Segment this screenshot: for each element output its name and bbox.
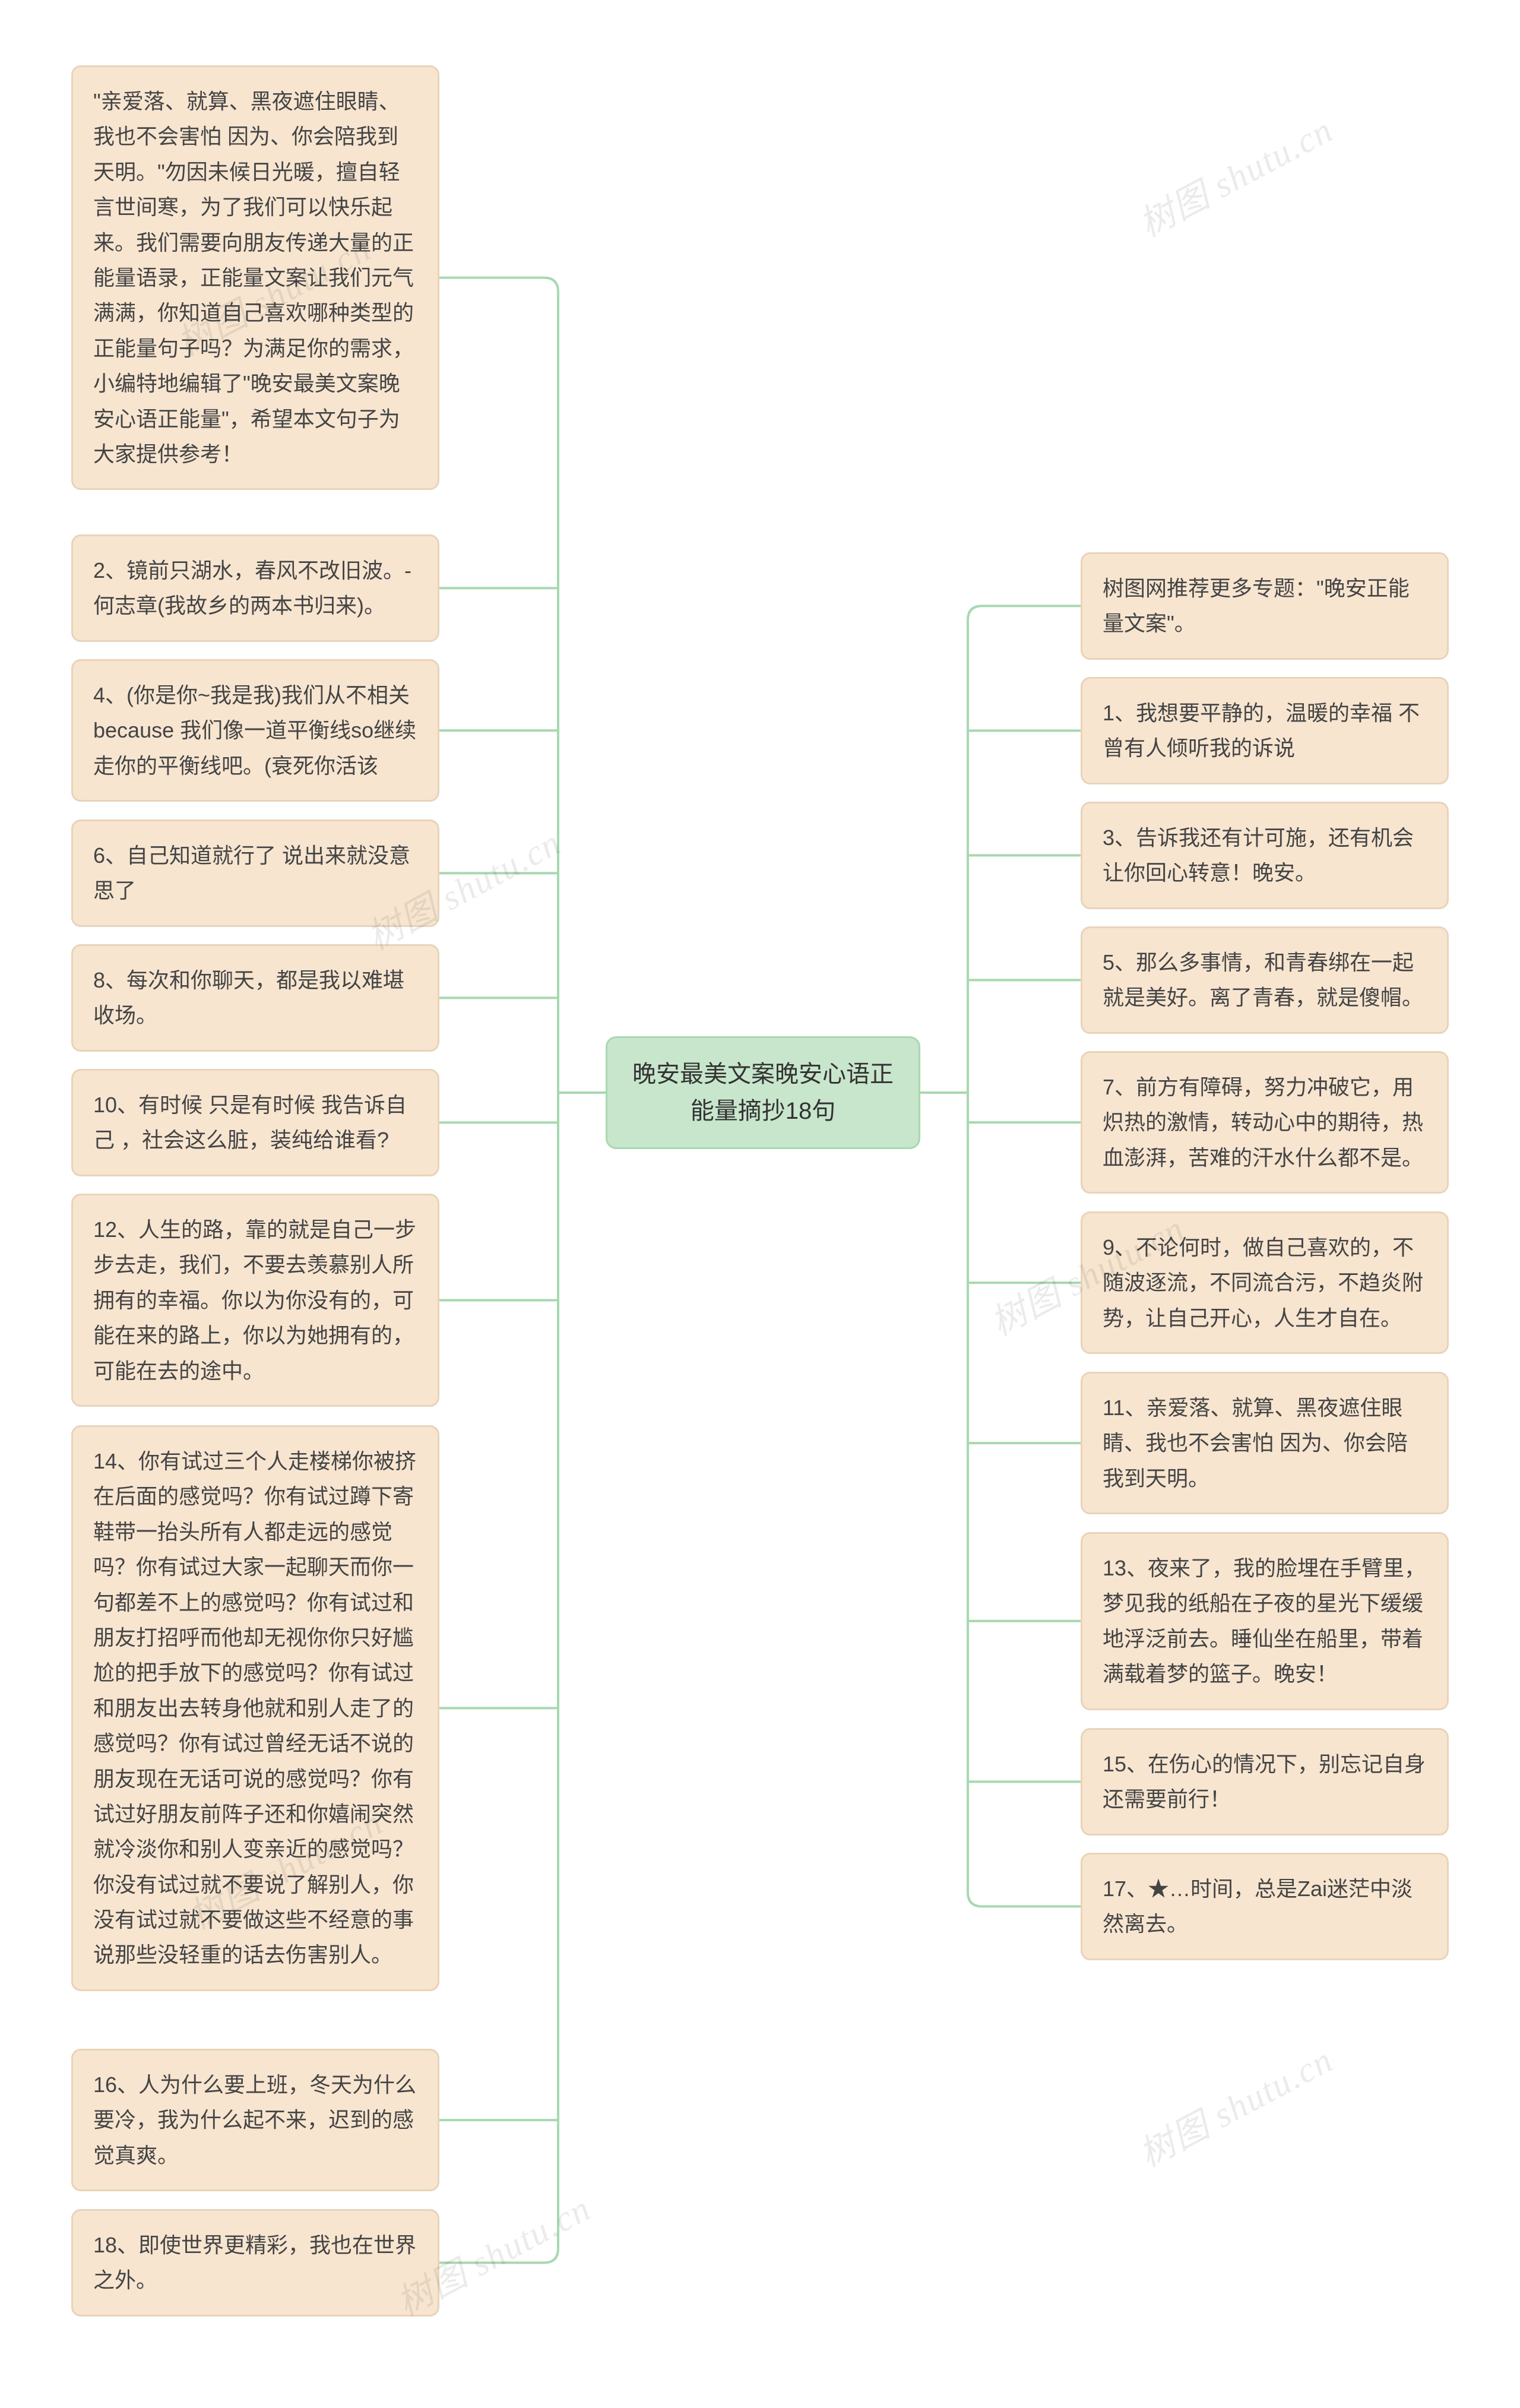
leaf-node-l16: 16、人为什么要上班，冬天为什么要冷，我为什么起不来，迟到的感觉真爽。 [71, 2049, 439, 2191]
leaf-node-l4: 4、(你是你~我是我)我们从不相关because 我们像一道平衡线so继续走你的… [71, 659, 439, 802]
leaf-node-rec: 树图网推荐更多专题："晚安正能量文案"。 [1081, 552, 1449, 660]
leaf-node-r15: 15、在伤心的情况下，别忘记自身还需要前行！ [1081, 1728, 1449, 1836]
leaf-node-r17: 17、★…时间，总是Zai迷茫中淡然离去。 [1081, 1853, 1449, 1960]
leaf-node-r9: 9、不论何时，做自己喜欢的，不随波逐流，不同流合污，不趋炎附势，让自己开心，人生… [1081, 1211, 1449, 1354]
center-node: 晚安最美文案晚安心语正能量摘抄18句 [606, 1036, 920, 1149]
connector [439, 2248, 558, 2263]
leaf-node-r5: 5、那么多事情，和青春绑在一起就是美好。离了青春，就是傻帽。 [1081, 926, 1449, 1034]
connector [439, 278, 558, 292]
leaf-node-l18: 18、即使世界更精彩，我也在世界之外。 [71, 2209, 439, 2317]
leaf-node-intro: "亲爱落、就算、黑夜遮住眼睛、我也不会害怕 因为、你会陪我到天明。"勿因未候日光… [71, 65, 439, 490]
leaf-node-l6: 6、自己知道就行了 说出来就没意思了 [71, 819, 439, 927]
connector [968, 606, 1081, 620]
leaf-node-r13: 13、夜来了，我的脸埋在手臂里，梦见我的纸船在子夜的星光下缓缓地浮泛前去。睡仙坐… [1081, 1532, 1449, 1710]
watermark: 树图 shutu.cn [1129, 2032, 1341, 2177]
leaf-node-r11: 11、亲爱落、就算、黑夜遮住眼睛、我也不会害怕 因为、你会陪我到天明。 [1081, 1372, 1449, 1514]
leaf-node-l10: 10、有时候 只是有时候 我告诉自己 ，社会这么脏，装纯给谁看? [71, 1069, 439, 1176]
leaf-node-l14: 14、你有试过三个人走楼梯你被挤在后面的感觉吗？你有试过蹲下寄鞋带一抬头所有人都… [71, 1425, 439, 1991]
leaf-node-r3: 3、告诉我还有计可施，还有机会让你回心转意！晚安。 [1081, 802, 1449, 909]
leaf-node-l8: 8、每次和你聊天，都是我以难堪收场。 [71, 944, 439, 1052]
watermark: 树图 shutu.cn [1129, 102, 1341, 247]
mindmap-canvas: 晚安最美文案晚安心语正能量摘抄18句 "亲爱落、就算、黑夜遮住眼睛、我也不会害怕… [0, 0, 1520, 2408]
connector [968, 1892, 1081, 1906]
leaf-node-r1: 1、我想要平静的，温暖的幸福 不曾有人倾听我的诉说 [1081, 677, 1449, 784]
leaf-node-l2: 2、镜前只湖水，春风不改旧波。-何志章(我故乡的两本书归来)。 [71, 534, 439, 642]
leaf-node-l12: 12、人生的路，靠的就是自己一步步去走，我们，不要去羡慕别人所拥有的幸福。你以为… [71, 1194, 439, 1407]
leaf-node-r7: 7、前方有障碍，努力冲破它，用炽热的激情，转动心中的期待，热血澎湃，苦难的汗水什… [1081, 1051, 1449, 1194]
